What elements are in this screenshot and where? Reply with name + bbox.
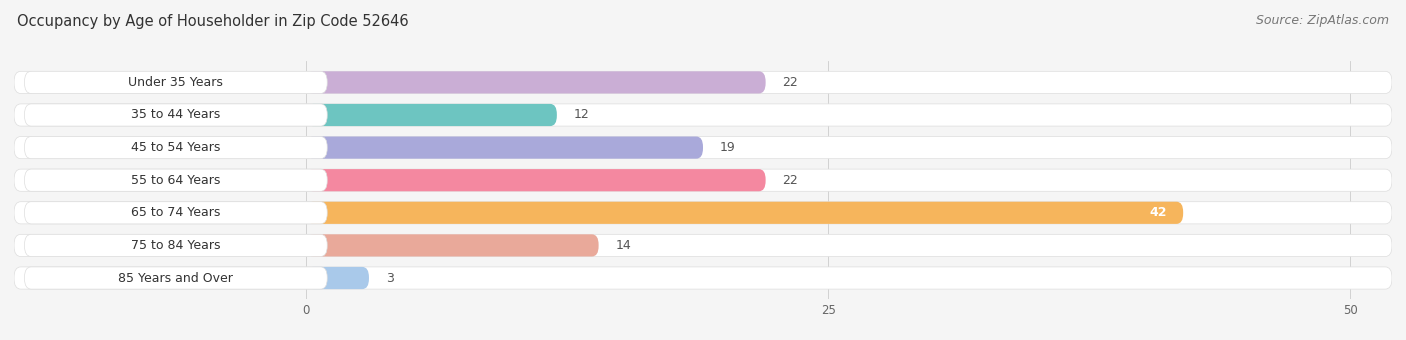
FancyBboxPatch shape: [307, 234, 599, 256]
Text: 12: 12: [574, 108, 589, 121]
FancyBboxPatch shape: [307, 71, 766, 94]
FancyBboxPatch shape: [307, 202, 1184, 224]
FancyBboxPatch shape: [24, 104, 328, 126]
FancyBboxPatch shape: [14, 104, 1392, 126]
FancyBboxPatch shape: [24, 137, 328, 159]
Text: Under 35 Years: Under 35 Years: [128, 76, 224, 89]
Text: 3: 3: [385, 272, 394, 285]
Text: 75 to 84 Years: 75 to 84 Years: [131, 239, 221, 252]
FancyBboxPatch shape: [307, 104, 557, 126]
FancyBboxPatch shape: [24, 169, 328, 191]
Text: 14: 14: [616, 239, 631, 252]
FancyBboxPatch shape: [14, 202, 1392, 224]
Text: 85 Years and Over: 85 Years and Over: [118, 272, 233, 285]
Text: 65 to 74 Years: 65 to 74 Years: [131, 206, 221, 219]
Text: 55 to 64 Years: 55 to 64 Years: [131, 174, 221, 187]
Text: Source: ZipAtlas.com: Source: ZipAtlas.com: [1256, 14, 1389, 27]
FancyBboxPatch shape: [24, 202, 328, 224]
Text: 19: 19: [720, 141, 735, 154]
FancyBboxPatch shape: [24, 267, 328, 289]
FancyBboxPatch shape: [14, 71, 1392, 94]
FancyBboxPatch shape: [14, 234, 1392, 256]
Text: 35 to 44 Years: 35 to 44 Years: [131, 108, 221, 121]
Text: 22: 22: [782, 76, 799, 89]
Text: 45 to 54 Years: 45 to 54 Years: [131, 141, 221, 154]
Text: Occupancy by Age of Householder in Zip Code 52646: Occupancy by Age of Householder in Zip C…: [17, 14, 409, 29]
FancyBboxPatch shape: [307, 137, 703, 159]
FancyBboxPatch shape: [14, 137, 1392, 159]
FancyBboxPatch shape: [24, 71, 328, 94]
FancyBboxPatch shape: [24, 234, 328, 256]
FancyBboxPatch shape: [307, 169, 766, 191]
FancyBboxPatch shape: [14, 169, 1392, 191]
FancyBboxPatch shape: [307, 267, 368, 289]
Text: 22: 22: [782, 174, 799, 187]
Text: 42: 42: [1149, 206, 1167, 219]
FancyBboxPatch shape: [14, 267, 1392, 289]
